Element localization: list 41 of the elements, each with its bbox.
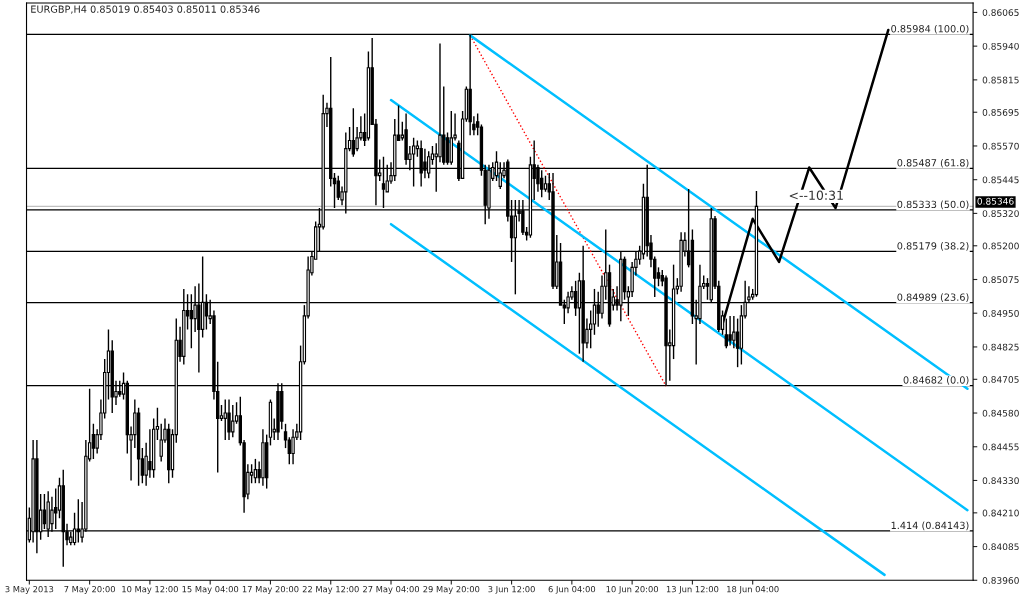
x-tick-label: 22 May 12:00 (302, 585, 359, 594)
y-tick-label: 0.85075 (982, 276, 1019, 284)
x-tick-label: 3 May 2013 (5, 585, 54, 594)
x-tick-label: 6 Jun 04:00 (548, 585, 596, 594)
y-tick-label: 0.83960 (982, 577, 1019, 584)
y-tick-label: 0.84085 (982, 543, 1019, 551)
y-tick-label: 0.84330 (982, 477, 1019, 485)
x-tick-label: 27 May 04:00 (363, 585, 420, 594)
y-tick-label: 0.84705 (982, 376, 1019, 383)
ref-line-label: 0.84989 (23.6) (897, 293, 969, 302)
y-tick-label: 0.85695 (982, 108, 1019, 116)
x-tick-label: 10 May 12:00 (122, 585, 178, 594)
x-tick-label: 29 May 20:00 (423, 585, 480, 594)
y-tick-label: 0.84580 (982, 409, 1019, 417)
y-tick-label: 0.86065 (982, 9, 1019, 16)
y-tick-label: 0.85815 (982, 76, 1019, 84)
x-tick-label: 13 Jun 12:00 (666, 585, 719, 594)
y-tick-label: 0.84455 (982, 443, 1019, 451)
ref-line-label: 0.85487 (61.8) (897, 158, 969, 168)
y-tick-label: 0.85445 (982, 176, 1019, 184)
y-tick-label: 0.85940 (982, 42, 1019, 50)
chart-title: EURGBP,H4 0.85019 0.85403 0.85011 0.85346 (31, 5, 260, 14)
ref-line-label: 1.414 (0.84143) (891, 521, 969, 531)
y-tick-label: 0.85320 (982, 210, 1019, 217)
ref-line-label: 0.85333 (50.0) (897, 200, 969, 210)
x-tick-label: 17 May 20:00 (242, 585, 299, 594)
x-tick-label: 15 May 04:00 (182, 585, 239, 594)
x-tick-label: 7 May 20:00 (64, 585, 115, 594)
ref-line-label: 0.84682 (0.0) (903, 376, 969, 385)
y-tick-label: 0.84210 (982, 509, 1019, 517)
y-tick-label: 0.84825 (982, 343, 1019, 351)
x-tick-label: 3 Jun 12:00 (488, 585, 535, 594)
ref-line-label: 0.85179 (38.2) (897, 242, 969, 251)
x-tick-label: 18 Jun 04:00 (727, 585, 779, 594)
annotation: <--10:31 (789, 190, 843, 201)
ref-line-label: 0.85346 (977, 197, 1014, 205)
y-tick-label: 0.85200 (982, 242, 1019, 250)
y-tick-label: 0.85570 (982, 142, 1019, 150)
y-tick-label: 0.84950 (982, 309, 1019, 317)
ref-line-label: 0.85984 (100.0) (891, 24, 969, 34)
x-tick-label: 10 Jun 20:00 (606, 585, 659, 594)
